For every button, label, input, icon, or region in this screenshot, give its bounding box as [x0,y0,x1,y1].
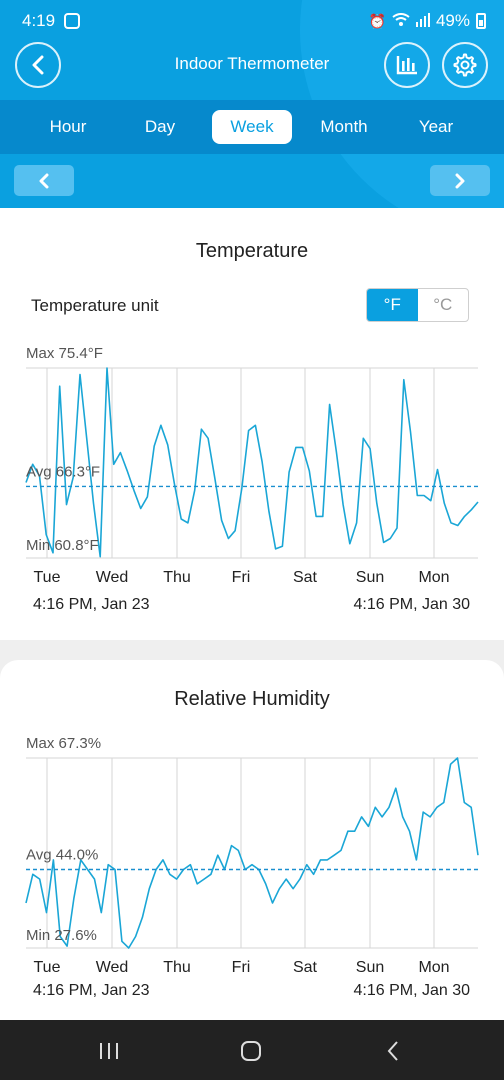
tab-month[interactable]: Month [320,117,368,136]
x-tick-label: Fri [232,959,251,976]
recent-apps-button[interactable] [94,1036,124,1066]
x-tick-label: Sat [293,569,318,586]
settings-button[interactable] [442,42,488,88]
average-label: Avg 44.0% [26,847,98,864]
humidity-range-end: 4:16 PM, Jan 30 [353,982,470,999]
status-time: 4:19 [22,11,56,30]
period-navigation [0,154,504,208]
temperature-range-start: 4:16 PM, Jan 23 [33,596,150,613]
temperature-unit-toggle: °F °C [366,288,469,322]
page-title: Indoor Thermometer [174,54,330,73]
battery-icon [476,13,486,29]
next-period-button[interactable] [430,165,490,196]
max-label: Max 75.4°F [26,345,103,362]
x-tick-label: Wed [96,569,129,586]
statistics-button[interactable] [384,42,430,88]
humidity-title: Relative Humidity [174,688,330,710]
back-arrow-icon [387,1041,398,1061]
x-tick-label: Sun [356,569,384,586]
series-line [25,367,479,558]
average-label: Avg 66.3°F [26,463,100,480]
tab-year[interactable]: Year [418,117,454,136]
humidity-range-start: 4:16 PM, Jan 23 [33,982,150,999]
temperature-chart: Tue Wed Thu Fri Sat Sun Mon Max 75.4°F Avg 66.3°… [0,338,504,598]
x-tick-label: Sat [293,959,318,976]
chevron-left-icon [32,55,44,75]
unit-fahrenheit-option[interactable]: °F [367,289,418,321]
x-tick-label: Tue [34,569,61,586]
temperature-title: Temperature [195,240,309,262]
wifi-icon [392,12,410,30]
series-line [25,757,479,949]
x-tick-label: Thu [163,569,191,586]
system-navigation-bar [0,1020,504,1080]
x-tick-label: Mon [418,959,449,976]
humidity-card: Relative Humidity Tue Wed Thu Fri Sat Sun Mon M… [0,660,504,1020]
screen-capture-icon [64,13,80,29]
tab-day[interactable]: Day [144,117,176,136]
alarm-icon: ⏰ [368,12,386,29]
chevron-left-icon [39,173,49,188]
recent-apps-icon [100,1043,118,1059]
gear-icon [453,53,477,77]
max-label: Max 67.3% [26,735,101,752]
period-tabs: Hour Day Week Month Year [0,100,504,154]
x-tick-label: Mon [418,569,449,586]
tab-hour[interactable]: Hour [49,117,87,136]
x-tick-label: Tue [34,959,61,976]
x-tick-label: Fri [232,569,251,586]
tab-week[interactable]: Week [212,110,292,144]
x-tick-label: Thu [163,959,191,976]
app-header: 4:19 ⏰ 49% Indoor Thermometer Hour Day [0,0,504,208]
previous-period-button[interactable] [14,165,74,196]
home-icon [241,1041,261,1061]
min-label: Min 27.6% [26,927,97,944]
bar-chart-icon [396,56,417,75]
x-tick-label: Sun [356,959,384,976]
system-back-button[interactable] [378,1036,408,1066]
app-bar: Indoor Thermometer [0,40,504,100]
chevron-right-icon [455,173,465,188]
min-label: Min 60.8°F [26,537,99,554]
humidity-chart: Tue Wed Thu Fri Sat Sun Mon Max 67.3% Avg 44.0% M… [0,728,504,984]
status-bar: 4:19 ⏰ 49% [0,0,504,40]
temperature-range-end: 4:16 PM, Jan 30 [353,596,470,613]
temperature-chart-svg: Tue Wed Thu Fri Sat Sun Mon Max 75.4°F Avg 66.3°… [25,345,479,586]
status-icons: ⏰ 49% [369,11,486,31]
back-button[interactable] [15,42,61,88]
signal-icon [415,12,430,30]
temperature-unit-label: Temperature unit [31,296,159,315]
x-tick-label: Wed [96,959,129,976]
home-button[interactable] [236,1036,266,1066]
humidity-chart-svg: Tue Wed Thu Fri Sat Sun Mon Max 67.3% Avg 44.0% M… [25,735,479,976]
unit-celsius-option[interactable]: °C [433,295,453,314]
temperature-card: Temperature Temperature unit °F °C Tue We… [0,208,504,640]
battery-percent: 49% [435,11,470,30]
